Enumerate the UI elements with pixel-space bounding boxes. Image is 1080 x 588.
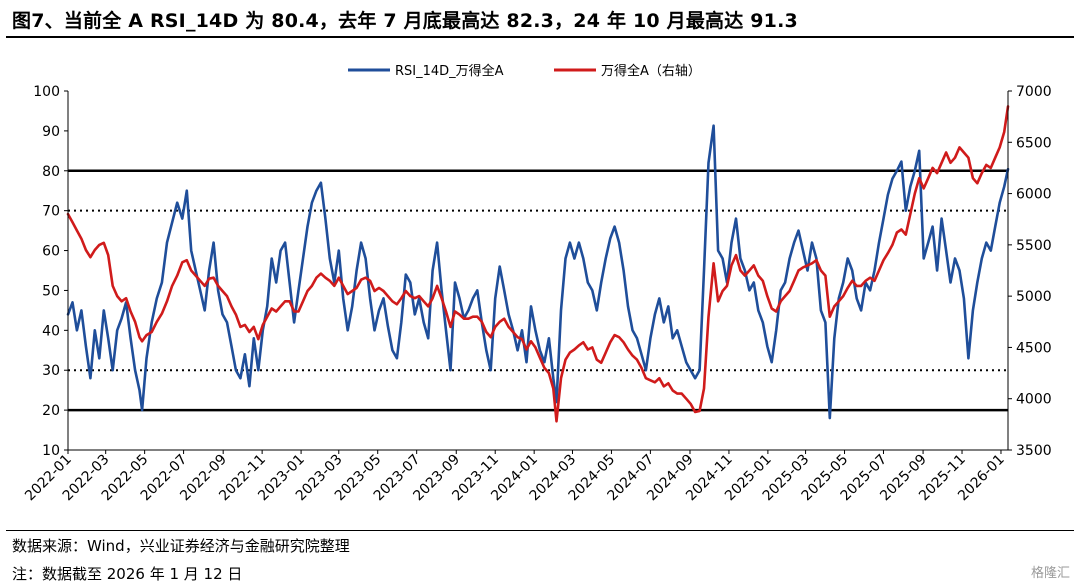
right-tick-label: 3500 xyxy=(1016,443,1052,459)
right-tick-label: 6000 xyxy=(1016,187,1052,203)
left-tick-label: 50 xyxy=(42,283,60,299)
axes: 10 20 30 40 50 60 70 80 90 100 3500 4000 4500 5000 550… xyxy=(22,84,1051,504)
legend: RSI_14D_万得全A 万得全A（右轴） xyxy=(348,63,701,79)
right-tick-label: 4000 xyxy=(1016,392,1052,408)
footer-divider xyxy=(6,530,1074,531)
data-source: 数据来源：Wind，兴业证券经济与金融研究院整理 xyxy=(12,537,350,555)
right-tick-label: 5500 xyxy=(1016,238,1052,254)
chart-title: 图7、当前全 A RSI_14D 为 80.4，去年 7 月底最高达 82.3，… xyxy=(12,10,798,32)
left-tick-label: 60 xyxy=(42,244,60,260)
right-tick-label: 7000 xyxy=(1016,84,1052,100)
brand-watermark: 格隆汇 xyxy=(1030,566,1070,581)
legend-label: 万得全A（右轴） xyxy=(601,63,701,79)
left-tick-label: 10 xyxy=(42,443,60,459)
left-tick-label: 30 xyxy=(42,363,60,379)
plot-area xyxy=(66,105,1010,423)
left-tick-label: 40 xyxy=(42,323,60,339)
title-divider xyxy=(6,36,1074,38)
series-line-index xyxy=(66,105,1010,423)
rsi-chart: RSI_14D_万得全A 万得全A（右轴） 1020304050607080901… xyxy=(22,63,1051,504)
left-tick-label: 20 xyxy=(42,403,60,419)
right-tick-label: 5000 xyxy=(1016,289,1052,305)
left-tick-label: 80 xyxy=(42,164,60,180)
right-tick-label: 6500 xyxy=(1016,135,1052,151)
legend-label: RSI_14D_万得全A xyxy=(395,63,504,79)
right-tick-label: 4500 xyxy=(1016,340,1052,356)
left-tick-label: 90 xyxy=(42,124,60,140)
left-tick-label: 100 xyxy=(33,84,60,100)
left-tick-label: 70 xyxy=(42,204,60,220)
series-line-rsi xyxy=(66,124,1010,420)
data-note: 注：数据截至 2026 年 1 月 12 日 xyxy=(12,565,243,583)
